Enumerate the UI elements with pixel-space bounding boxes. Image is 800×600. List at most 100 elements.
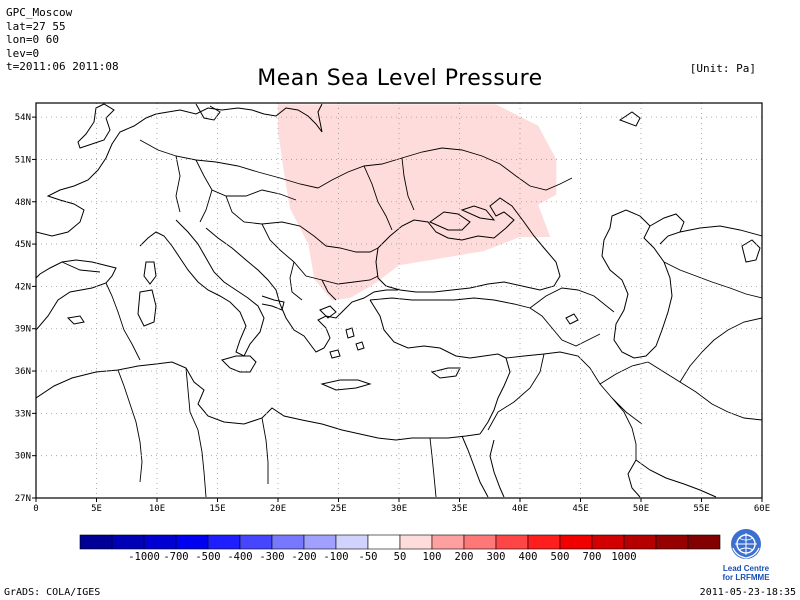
lon-tick-label: 45E: [572, 504, 588, 514]
lead-centre-logo: Lead Centre for LRFMME: [718, 528, 774, 582]
colorbar-label: -50: [359, 551, 378, 563]
coast-balearic: [66, 315, 85, 325]
colorbar-swatch: [303, 534, 337, 550]
lon-tick-label: 10E: [149, 504, 165, 514]
colorbar-swatch: [271, 534, 305, 550]
coast-gulf-caspian: [649, 213, 685, 245]
border-turkey: [369, 297, 601, 347]
border-north-africa: [117, 367, 437, 498]
lat-tick-label: 33N: [15, 409, 31, 419]
colorbar-swatch: [431, 534, 465, 550]
logo-line-1: Lead Centre: [722, 564, 770, 573]
colorbar-label: 400: [519, 551, 538, 563]
logo-line-2: for LRFMME: [722, 573, 770, 582]
colorbar-label: -1000: [128, 551, 160, 563]
meta-line-model: GPC_Moscow: [6, 6, 73, 19]
lon-tick-label: 35E: [451, 504, 467, 514]
map-title: Mean Sea Level Pressure: [257, 66, 543, 91]
coast-denmark: [195, 103, 221, 121]
coast-cyprus: [430, 367, 461, 379]
axis-ticks: [32, 116, 763, 502]
meta-line-lev: lev=0: [6, 46, 40, 60]
colorbar-label: 300: [487, 551, 506, 563]
anomaly-layer: [278, 104, 557, 301]
coast-azov: [460, 205, 496, 221]
meta-line-lat: lat=27 55: [6, 19, 66, 33]
lake-van: [565, 313, 579, 325]
lat-tick-label: 27N: [15, 494, 31, 504]
colorbar-swatch: [239, 534, 273, 550]
lon-tick-label: 40E: [512, 504, 528, 514]
footer-timestamp: 2011-05-23-18:35: [699, 587, 796, 598]
coast-north-africa: [36, 361, 481, 441]
grid-lines: [36, 103, 762, 498]
un-emblem-icon: [731, 529, 761, 559]
axis-labels: 0 5E 10E 15E 20E 25E 30E 35E 40E 45E 50E 55E 60E 27N 3…: [15, 113, 770, 514]
colorbar-swatch: [463, 534, 497, 550]
border-iberia: [105, 282, 141, 361]
lon-tick-label: 0: [33, 504, 38, 514]
coast-anatolia: [369, 299, 507, 359]
coast-black-sea: [375, 197, 561, 293]
coast-levant: [479, 357, 511, 435]
metadata-block: GPC_Moscow lat=27 55 lon=0 60 lev=0 t=20…: [6, 6, 119, 74]
colorbar-label: 200: [455, 551, 474, 563]
colorbar-label: -500: [195, 551, 220, 563]
colorbar-label: 1000: [611, 551, 636, 563]
meta-line-time: t=2011:06 2011:08: [6, 60, 119, 73]
colorbar-label: 50: [394, 551, 407, 563]
coast-baltic: [275, 103, 323, 133]
lon-tick-label: 15E: [209, 504, 225, 514]
coast-persian-gulf: [627, 459, 717, 498]
colorbar-label: -700: [163, 551, 188, 563]
coast-aegean: [319, 305, 365, 359]
coast-sicily: [221, 355, 257, 373]
lon-tick-label: 50E: [633, 504, 649, 514]
coast-finland-gulf: [618, 111, 641, 127]
lat-tick-label: 51N: [15, 155, 31, 165]
colorbar-swatch: [559, 534, 593, 550]
border-central-asia: [663, 225, 762, 299]
lat-tick-label: 54N: [15, 113, 31, 123]
coast-italy: [139, 219, 265, 357]
border-middle-east: [487, 351, 649, 460]
coast-balkans: [205, 227, 398, 353]
lat-tick-label: 39N: [15, 325, 31, 335]
colorbar-swatch: [495, 534, 529, 550]
colorbar-swatch: [591, 534, 625, 550]
colorbar-label: -200: [291, 551, 316, 563]
coast-crete: [320, 379, 372, 391]
unit-label: [Unit: Pa]: [689, 62, 756, 75]
colorbar-swatch: [367, 534, 401, 550]
footer-credit: GrADS: COLA/IGES: [4, 587, 101, 598]
border-iran: [647, 317, 762, 421]
colorbar-swatch: [623, 534, 657, 550]
colorbar-swatch: [335, 534, 369, 550]
border-central-europe: [139, 139, 327, 247]
coast-iberia: [36, 259, 117, 331]
coast-britain: [77, 103, 115, 149]
coast-crimea: [428, 211, 471, 231]
colorbar-swatch: [143, 534, 177, 550]
lon-tick-label: 20E: [270, 504, 286, 514]
colorbar-swatch: [655, 534, 689, 550]
colorbar-swatch: [175, 534, 209, 550]
lat-tick-label: 30N: [15, 452, 31, 462]
lon-tick-label: 60E: [754, 504, 770, 514]
coast-caspian: [601, 209, 673, 359]
lon-tick-label: 25E: [330, 504, 346, 514]
colorbar-swatch: [207, 534, 241, 550]
colorbar-swatch: [527, 534, 561, 550]
colorbar-label: 100: [423, 551, 442, 563]
colorbar-label: -100: [323, 551, 348, 563]
anomaly-region-positive: [278, 104, 557, 301]
colorbar-swatch: [111, 534, 145, 550]
colorbar-label: 500: [551, 551, 570, 563]
colorbar: -1000 -700 -500 -400 -300 -200 -100 -50 50 100 200…: [79, 534, 721, 563]
lake-aral-fragment: [741, 239, 761, 263]
colorbar-label: 700: [583, 551, 602, 563]
colorbar-label: -300: [259, 551, 284, 563]
border-caucasus: [529, 287, 615, 313]
coast-sardinia: [137, 289, 157, 327]
